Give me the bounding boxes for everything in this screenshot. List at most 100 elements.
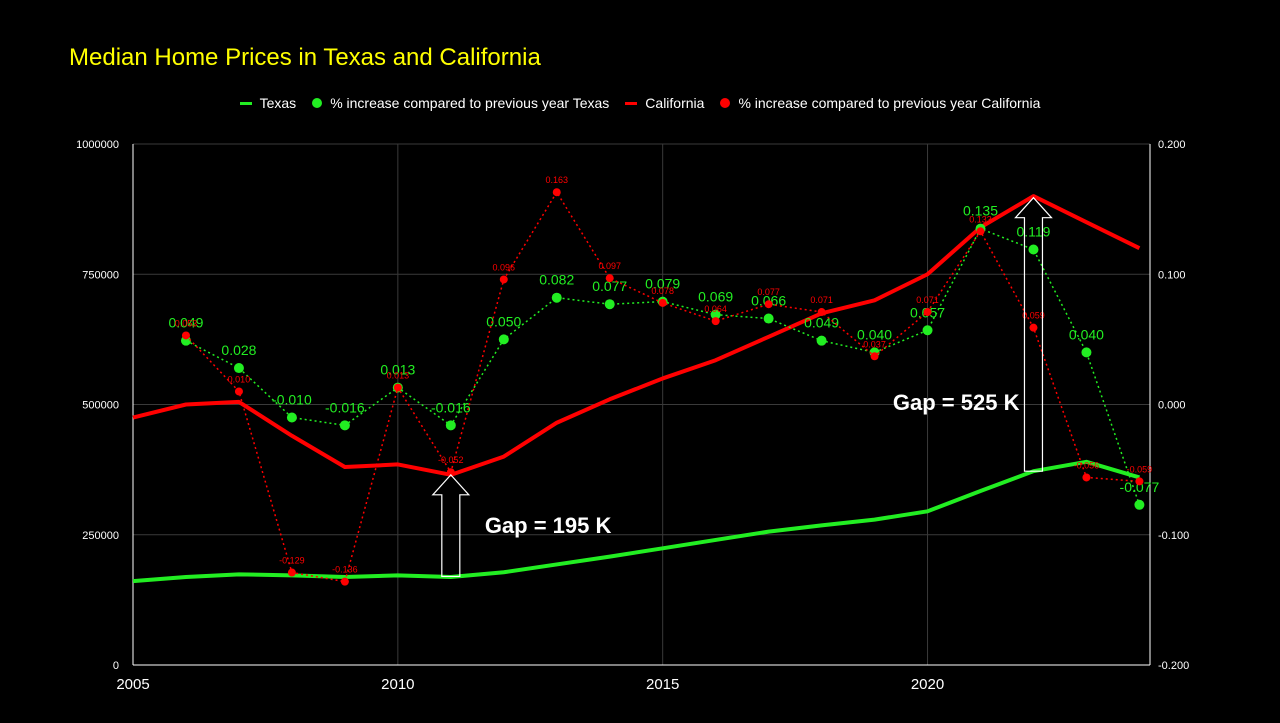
- data-label-texas: 0.050: [486, 313, 521, 329]
- y-tick-label-left: 750000: [82, 269, 119, 281]
- data-point-california: [764, 300, 773, 309]
- gap-arrow: [1014, 196, 1053, 472]
- data-label-california: 0.163: [545, 175, 568, 185]
- data-label-california: 0.053: [175, 318, 198, 328]
- data-point-texas: [922, 325, 933, 336]
- data-point-california: [870, 352, 879, 361]
- data-label-texas: 0.135: [963, 203, 998, 219]
- chart-title: Median Home Prices in Texas and Californ…: [69, 44, 541, 71]
- data-label-california: 0.077: [757, 287, 780, 297]
- data-label-california: 0.010: [228, 374, 251, 384]
- gap-arrow: [431, 473, 471, 578]
- data-label-texas: -0.016: [431, 399, 471, 415]
- data-label-texas: 0.013: [380, 362, 415, 378]
- data-point-texas: [498, 334, 509, 345]
- data-point-california: [923, 308, 932, 317]
- data-point-texas: [233, 363, 244, 374]
- data-label-texas: -0.010: [272, 392, 312, 408]
- series-line-texas: [132, 459, 1140, 584]
- data-label-texas: 0.119: [1016, 224, 1050, 240]
- data-label-california: 0.078: [651, 286, 674, 296]
- y-tick-label-left: 250000: [82, 530, 119, 542]
- data-point-texas: [763, 313, 774, 324]
- legend-item[interactable]: % increase compared to previous year Cal…: [720, 95, 1040, 111]
- legend-line-swatch: [239, 101, 252, 105]
- data-label-california: -0.059: [1127, 464, 1153, 474]
- data-label-texas: 0.077: [592, 278, 627, 294]
- legend-label: California: [645, 95, 705, 111]
- data-label-texas: 0.079: [645, 276, 680, 292]
- y-tick-label-left: 500000: [82, 400, 119, 412]
- x-tick-label: 2015: [646, 676, 679, 693]
- data-label-california: 0.071: [810, 295, 833, 305]
- data-point-california: [1029, 323, 1038, 332]
- data-label-california: 0.064: [704, 304, 727, 314]
- data-label-texas: -0.016: [325, 399, 365, 415]
- data-label-california: 0.133: [969, 214, 992, 224]
- y-tick-label-right: -0.100: [1158, 530, 1189, 542]
- data-point-california: [181, 331, 190, 340]
- y-tick-label-right: -0.200: [1158, 660, 1189, 672]
- data-label-california: 0.097: [598, 261, 621, 271]
- x-tick-label: 2005: [116, 676, 149, 693]
- y-tick-label-right: 0.100: [1158, 269, 1186, 281]
- legend-dot-swatch: [720, 98, 731, 108]
- data-label-california: 0.037: [863, 339, 886, 349]
- data-label-texas: 0.040: [857, 326, 892, 342]
- data-point-california: [287, 568, 296, 577]
- data-point-california: [1082, 473, 1091, 482]
- data-label-texas: 0.040: [1069, 326, 1104, 342]
- data-point-california: [817, 308, 826, 317]
- data-label-texas: 0.049: [168, 315, 203, 331]
- data-point-texas: [816, 335, 827, 346]
- data-point-texas: [1134, 499, 1145, 510]
- data-label-texas: -0.077: [1120, 479, 1160, 495]
- data-label-california: 0.096: [493, 262, 516, 272]
- series-line-california: [132, 194, 1141, 477]
- gap-annotation-label: Gap = 525 K: [893, 390, 1020, 415]
- legend-dot-swatch: [312, 98, 323, 108]
- legend-label: % increase compared to previous year Cal…: [738, 95, 1041, 111]
- legend-label: % increase compared to previous year Tex…: [330, 95, 610, 111]
- legend-line-swatch: [625, 101, 638, 105]
- data-label-texas: 0.082: [539, 272, 574, 288]
- data-point-california: [605, 274, 614, 283]
- data-point-texas: [339, 420, 350, 431]
- data-label-california: 0.013: [387, 371, 410, 381]
- data-point-texas: [551, 292, 562, 303]
- data-label-california: 0.059: [1022, 311, 1045, 321]
- data-point-texas: [604, 299, 615, 310]
- data-label-texas: 0.069: [698, 289, 733, 305]
- data-point-california: [446, 468, 455, 477]
- data-point-california: [658, 298, 667, 307]
- legend-item[interactable]: Texas: [239, 95, 297, 111]
- data-point-texas: [286, 412, 297, 423]
- x-tick-label: 2010: [381, 676, 414, 693]
- x-tick-label: 2020: [911, 676, 944, 693]
- legend-item[interactable]: California: [625, 95, 704, 111]
- data-label-california: -0.052: [438, 455, 464, 465]
- data-label-texas: 0.049: [804, 315, 839, 331]
- legend-label: Texas: [259, 95, 297, 111]
- data-point-california: [393, 383, 402, 392]
- data-label-california: -0.056: [1074, 460, 1100, 470]
- data-label-california: 0.071: [916, 295, 939, 305]
- data-point-california: [340, 577, 349, 586]
- y-tick-label-left: 0: [113, 660, 119, 672]
- data-point-california: [499, 275, 508, 284]
- data-point-texas: [445, 420, 456, 431]
- y-tick-label-right: 0.200: [1158, 139, 1186, 151]
- data-point-texas: [1081, 347, 1092, 358]
- data-point-texas: [710, 309, 721, 320]
- y-tick-label-right: 0.000: [1158, 400, 1186, 412]
- data-point-texas: [1028, 244, 1039, 255]
- legend: Texas % increase compared to previous yea…: [0, 95, 1280, 111]
- y-tick-label-left: 1000000: [76, 139, 119, 151]
- legend-item[interactable]: % increase compared to previous year Tex…: [312, 95, 609, 111]
- gap-annotation-label: Gap = 195 K: [485, 513, 612, 538]
- data-point-california: [552, 188, 561, 197]
- data-point-california: [234, 387, 243, 396]
- data-point-california: [711, 317, 720, 326]
- data-label-texas: 0.028: [221, 342, 256, 358]
